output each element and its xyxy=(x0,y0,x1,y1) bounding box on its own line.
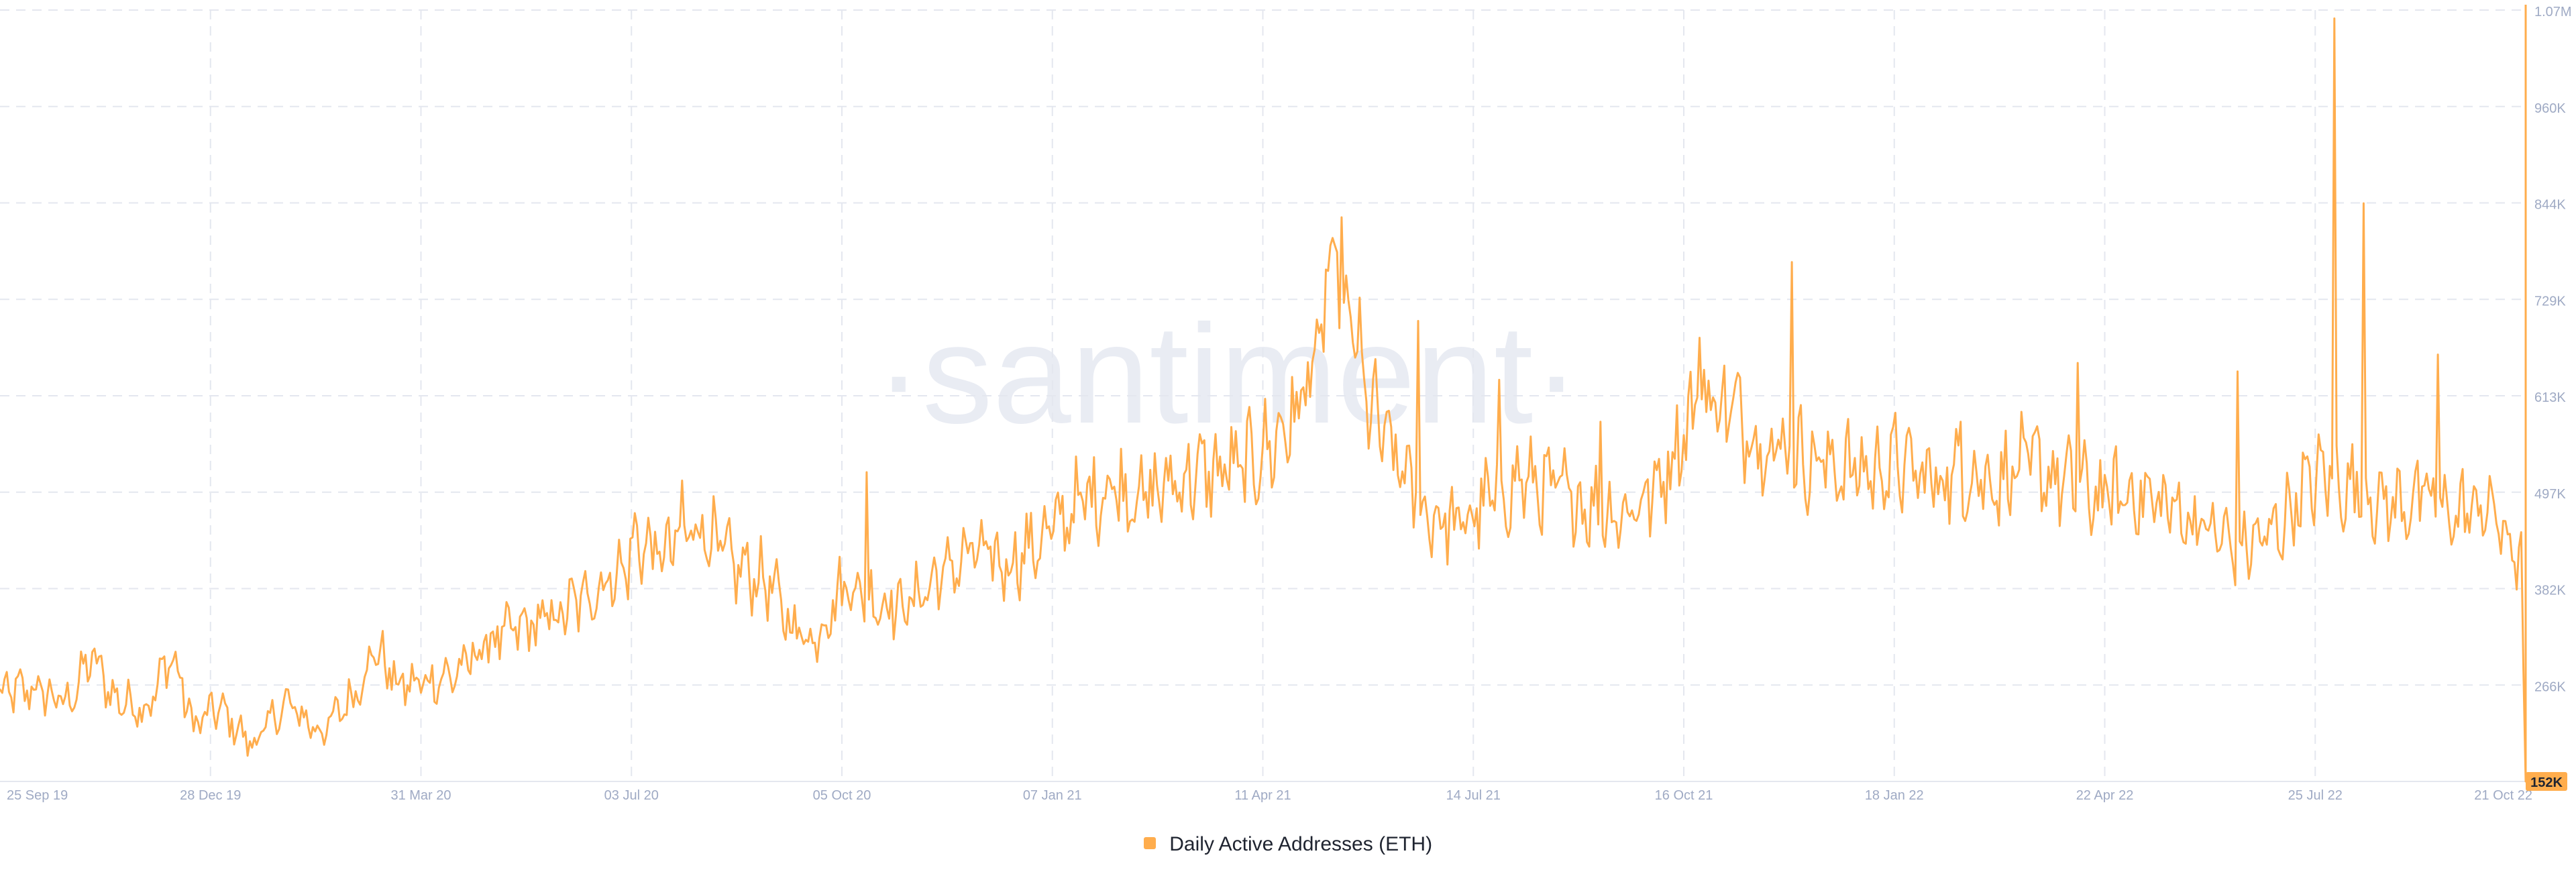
watermark: ·santiment· xyxy=(875,295,1580,453)
legend-swatch xyxy=(1143,837,1156,850)
x-tick-label: 31 Mar 20 xyxy=(390,788,451,803)
y-tick-label: 266K xyxy=(2534,679,2566,694)
y-tick-label: 844K xyxy=(2534,198,2566,213)
x-tick-label: 25 Sep 19 xyxy=(7,788,68,803)
y-tick-label: 497K xyxy=(2534,487,2566,502)
x-tick-label: 22 Apr 22 xyxy=(2076,788,2134,803)
series-layer xyxy=(0,5,2527,783)
x-tick-label: 07 Jan 21 xyxy=(1023,788,1082,803)
x-tick-label: 21 Oct 22 xyxy=(2474,788,2532,803)
x-tick-label: 28 Dec 19 xyxy=(180,788,241,803)
x-tick-label: 16 Oct 21 xyxy=(1655,788,1713,803)
grid-layer xyxy=(0,9,2526,782)
x-tick-label: 18 Jan 22 xyxy=(1865,788,1924,803)
legend: Daily Active Addresses (ETH) xyxy=(0,830,2576,858)
y-axis: 1.07M 960K 844K 729K 613K 497K 382K 266K xyxy=(2534,5,2572,694)
last-value-badge-layer: 152K xyxy=(2526,772,2567,791)
x-tick-label: 25 Jul 22 xyxy=(2288,788,2343,803)
y-tick-label: 1.07M xyxy=(2534,5,2572,19)
series-line-daily-active-addresses xyxy=(0,17,2527,783)
x-tick-label: 14 Jul 21 xyxy=(1446,788,1501,803)
x-tick-label: 05 Oct 20 xyxy=(813,788,871,803)
last-value-badge xyxy=(2526,772,2567,791)
y-tick-label: 382K xyxy=(2534,584,2566,598)
x-tick-label: 03 Jul 20 xyxy=(604,788,659,803)
y-tick-label: 960K xyxy=(2534,101,2566,116)
legend-series-label: Daily Active Addresses (ETH) xyxy=(1169,833,1433,856)
x-tick-label: 11 Apr 21 xyxy=(1234,788,1291,803)
y-tick-label: 729K xyxy=(2534,294,2566,309)
y-tick-label: 613K xyxy=(2534,390,2566,405)
x-axis: 25 Sep 19 28 Dec 19 31 Mar 20 03 Jul 20 05 O… xyxy=(7,788,2532,803)
last-value-badge-label: 152K xyxy=(2530,775,2563,790)
